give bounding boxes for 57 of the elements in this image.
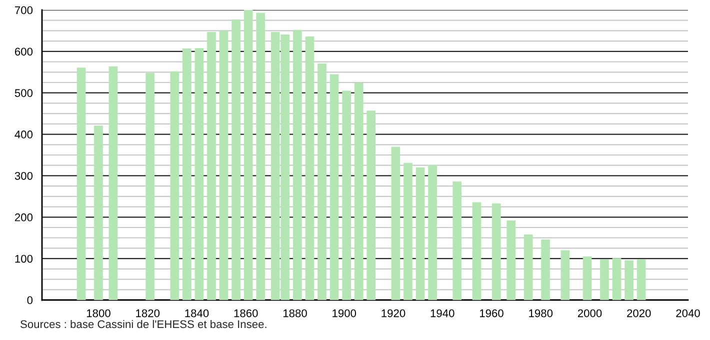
bar: [194, 48, 204, 300]
bar: [612, 258, 622, 300]
x-tick-label: 1880: [283, 309, 307, 318]
bar: [404, 162, 412, 300]
bar: [354, 82, 364, 300]
x-tick-label: 1800: [86, 309, 110, 318]
x-tick-label: 1840: [185, 309, 209, 318]
bar: [636, 259, 646, 300]
x-tick-label: 1920: [382, 309, 406, 318]
bar: [256, 12, 266, 300]
bar: [600, 259, 609, 300]
x-tick-label: 1960: [480, 309, 504, 318]
bar: [94, 126, 103, 300]
bar: [182, 48, 192, 300]
y-tick-label: 700: [15, 6, 33, 14]
bar: [146, 72, 154, 300]
x-tick-label: 1820: [136, 309, 160, 318]
x-tick-label: 2040: [676, 309, 700, 318]
bar: [452, 182, 462, 300]
bar: [330, 74, 339, 300]
bar: [524, 234, 533, 300]
source-note: Sources : base Cassini de l'EHESS et base Insee.: [20, 320, 266, 328]
bar: [492, 203, 501, 300]
bar: [416, 167, 425, 300]
y-tick-label: 500: [14, 89, 33, 97]
bar: [428, 164, 437, 300]
y-tick-label: 0: [27, 296, 33, 304]
x-tick-label: 2000: [578, 309, 602, 318]
bar: [293, 30, 302, 300]
y-tick-label: 600: [15, 48, 33, 56]
bar: [305, 36, 314, 300]
x-tick-label: 1940: [430, 309, 454, 318]
bar: [108, 66, 118, 300]
x-tick-label: 1980: [529, 309, 553, 318]
y-tick-label: 400: [14, 130, 33, 138]
bar: [232, 20, 240, 300]
bar: [391, 146, 400, 300]
bar: [506, 220, 516, 300]
bar: [624, 260, 634, 300]
bar: [582, 256, 592, 300]
y-tick-label: 200: [14, 213, 33, 222]
bar: [342, 90, 351, 300]
bar: [170, 71, 180, 300]
y-tick-label: 100: [15, 254, 33, 263]
bar: [541, 240, 550, 300]
y-tick-label: 300: [14, 172, 33, 180]
x-tick-label: 1900: [332, 309, 356, 318]
bar: [318, 63, 326, 300]
bar: [244, 10, 253, 300]
bar: [472, 202, 482, 300]
bar: [207, 32, 216, 300]
bar: [560, 250, 570, 300]
bar: [76, 68, 86, 300]
x-tick-label: 2020: [627, 309, 651, 318]
bar: [219, 30, 228, 300]
bar: [366, 110, 376, 300]
x-tick-label: 1860: [234, 309, 258, 318]
